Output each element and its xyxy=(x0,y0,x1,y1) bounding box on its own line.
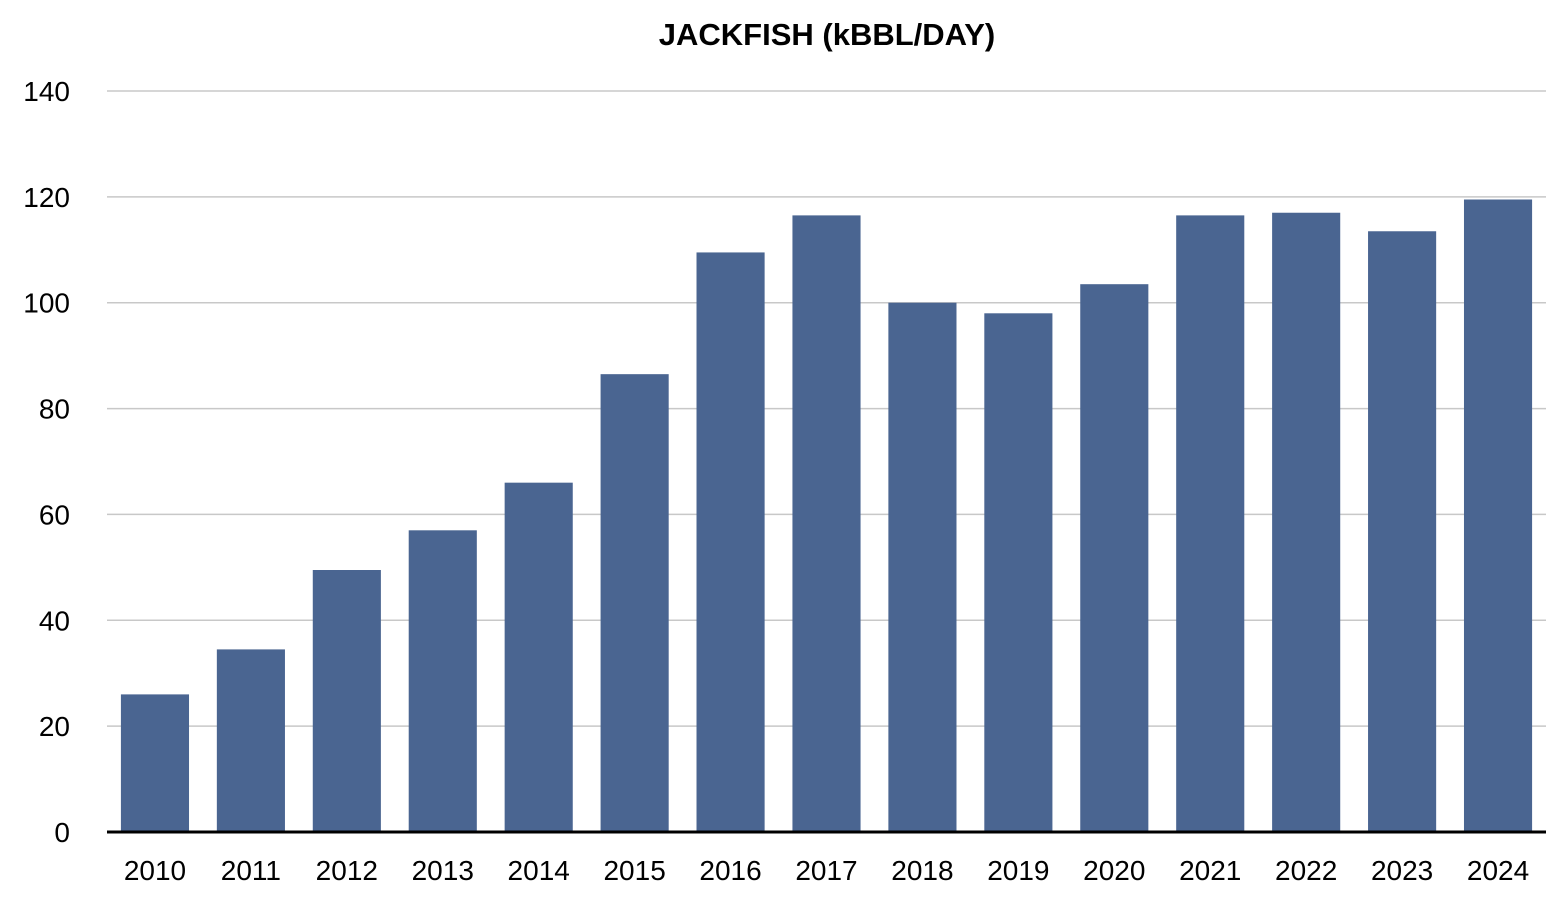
x-tick-label: 2024 xyxy=(1467,855,1529,886)
bar-2010 xyxy=(120,694,190,832)
bar-2023 xyxy=(1368,231,1437,832)
y-tick-label: 100 xyxy=(23,288,70,319)
y-tick-label: 0 xyxy=(54,817,70,848)
x-tick-label: 2016 xyxy=(699,855,761,886)
y-axis-ticks: 0 20 40 60 80 100 120 140 xyxy=(23,76,70,848)
x-tick-label: 2013 xyxy=(412,855,474,886)
x-tick-label: 2017 xyxy=(795,855,857,886)
bar-2021 xyxy=(1176,215,1245,832)
bar-2020 xyxy=(1080,284,1149,832)
bar-2024 xyxy=(1463,199,1533,833)
bar-2019 xyxy=(984,313,1053,832)
bar-2015 xyxy=(600,374,669,832)
x-tick-label: 2018 xyxy=(891,855,953,886)
x-axis-ticks: 2010 2011 2012 2013 2014 2015 2016 2017 2018 2019… xyxy=(124,855,1529,886)
y-tick-label: 40 xyxy=(39,605,70,636)
y-tick-label: 20 xyxy=(39,711,70,742)
x-tick-label: 2011 xyxy=(221,855,281,886)
bar-2013 xyxy=(408,530,477,832)
bar-2012 xyxy=(312,570,381,832)
x-tick-label: 2022 xyxy=(1275,855,1337,886)
bar-2018 xyxy=(888,302,957,832)
bar-2022 xyxy=(1272,212,1341,832)
bar-2011 xyxy=(216,649,285,832)
x-tick-label: 2019 xyxy=(987,855,1049,886)
y-tick-label: 120 xyxy=(23,182,70,213)
bar-2014 xyxy=(504,482,573,832)
x-tick-label: 2010 xyxy=(124,855,186,886)
x-tick-label: 2023 xyxy=(1371,855,1433,886)
x-tick-label: 2015 xyxy=(603,855,665,886)
bar-2016 xyxy=(696,252,765,833)
y-tick-label: 60 xyxy=(39,499,70,530)
bars xyxy=(120,199,1533,833)
y-tick-label: 80 xyxy=(39,394,70,425)
chart-title: JACKFISH (kBBL/DAY) xyxy=(659,17,995,52)
y-tick-label: 140 xyxy=(23,76,70,107)
x-tick-label: 2021 xyxy=(1179,855,1241,886)
x-tick-label: 2020 xyxy=(1083,855,1145,886)
x-tick-label: 2014 xyxy=(508,855,570,886)
x-tick-label: 2012 xyxy=(316,855,378,886)
bar-2017 xyxy=(792,215,861,832)
